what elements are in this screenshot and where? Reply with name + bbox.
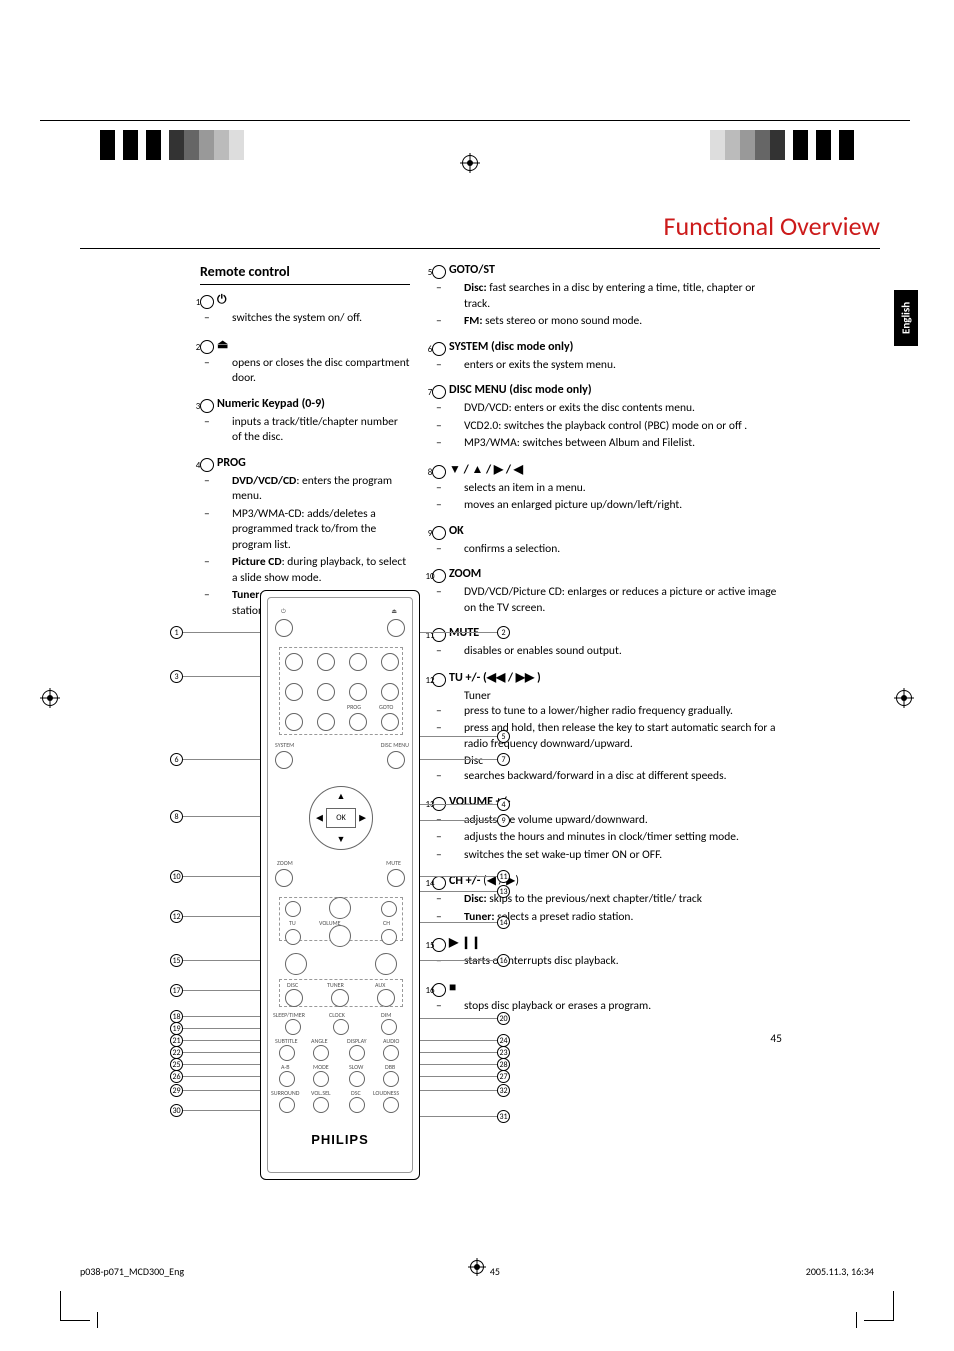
slow-button[interactable] (349, 1071, 365, 1087)
item-6-desc: –enters or exits the system menu. (432, 358, 782, 374)
item-8-head: 8▼ / ▲ / ▶ / ◀ (432, 462, 782, 479)
key-9[interactable] (285, 713, 303, 731)
item-3-desc: –inputs a track/title/chapter number of … (200, 415, 410, 446)
arrow-left-icon: ◀ (316, 813, 323, 824)
ch-minus-button[interactable] (381, 929, 397, 945)
item-4-desc-b: –MP3/WMA-CD: adds/deletes a programmed t… (200, 507, 410, 554)
section-heading-remote-control: Remote control (200, 263, 410, 285)
dbb-button[interactable] (383, 1071, 399, 1087)
volume-down-button[interactable] (329, 925, 351, 947)
brand-label: PHILIPS (261, 1132, 419, 1147)
key-2[interactable] (317, 653, 335, 671)
crop-mark-bl (60, 1291, 90, 1321)
mute-button[interactable] (387, 869, 405, 887)
stop-button[interactable] (375, 953, 397, 975)
item-4-head: 4PROG (200, 456, 410, 472)
footer-timestamp: 2005.11.3, 16:34 (806, 1265, 874, 1278)
item-2-desc: –opens or closes the disc compartment do… (200, 356, 410, 387)
item-8-desc-a: –selects an item in a menu. (432, 481, 782, 497)
crop-mark-br (864, 1291, 894, 1321)
item-5-head: 5GOTO/ST (432, 263, 782, 279)
a-b-button[interactable] (279, 1071, 295, 1087)
surround-button[interactable] (279, 1097, 295, 1113)
item-5-desc-a: –Disc: fast searches in a disc by enteri… (432, 281, 782, 312)
mode-button[interactable] (313, 1071, 329, 1087)
item-5-desc-b: –FM: sets stereo or mono sound mode. (432, 314, 782, 330)
key-3[interactable] (349, 653, 367, 671)
registration-target-bottom (470, 1260, 484, 1274)
item-9-desc: –confirms a selection. (432, 542, 782, 558)
clock-button[interactable] (333, 1019, 349, 1035)
eject-icon: ⏏ (391, 607, 397, 615)
prog-button[interactable] (349, 713, 367, 731)
audio-button[interactable] (383, 1045, 399, 1061)
key-7[interactable] (349, 683, 367, 701)
key-5[interactable] (285, 683, 303, 701)
arrow-right-icon: ▶ (359, 813, 366, 824)
tu-minus-button[interactable] (285, 929, 301, 945)
item-9-head: 9OK (432, 524, 782, 540)
item-7-desc-a: –DVD/VCD: enters or exits the disc conte… (432, 401, 782, 417)
volume-up-button[interactable] (329, 897, 351, 919)
arrow-up-icon: ▲ (337, 791, 346, 802)
key-1[interactable] (285, 653, 303, 671)
item-6-head: 6SYSTEM (disc mode only) (432, 340, 782, 356)
tuner-source-button[interactable] (331, 989, 349, 1007)
play-pause-button[interactable] (285, 953, 307, 975)
eject-button[interactable] (387, 619, 405, 637)
item-8-desc-b: –moves an enlarged picture up/down/left/… (432, 498, 782, 514)
loudness-button[interactable] (383, 1097, 399, 1113)
dpad-ok[interactable]: ▲ ▼ ◀ ▶ (309, 786, 373, 850)
item-2-head: 2⏏ (200, 337, 410, 354)
remote-diagram: 1 3 6 8 10 12 15 17 18 19 21 22 25 26 29… (170, 590, 510, 1190)
goto-st-button[interactable] (381, 713, 399, 731)
dsc-button[interactable] (349, 1097, 365, 1113)
registration-target-left (42, 690, 58, 706)
aux-source-button[interactable] (377, 989, 395, 1007)
footer-center: 45 (490, 1265, 500, 1278)
sleep-timer-button[interactable] (285, 1019, 301, 1035)
language-tab: English (894, 290, 918, 346)
item-1-head: 1⏻ (200, 293, 410, 309)
item-4-desc-c: –Picture CD: during playback, to select … (200, 555, 410, 586)
system-button[interactable] (275, 751, 293, 769)
item-7-desc-b: –VCD2.0: switches the playback control (… (432, 419, 782, 435)
disc-source-button[interactable] (285, 989, 303, 1007)
key-4[interactable] (381, 653, 399, 671)
item-1-desc: –switches the system on/ off. (200, 311, 410, 327)
registration-target-right (896, 690, 912, 706)
power-icon: ⏻ (281, 607, 286, 616)
item-7-head: 7DISC MENU (disc mode only) (432, 383, 782, 399)
ch-plus-button[interactable] (381, 901, 397, 917)
angle-button[interactable] (313, 1045, 329, 1061)
arrow-down-icon: ▼ (337, 834, 346, 845)
key-6[interactable] (317, 683, 335, 701)
tu-plus-button[interactable] (285, 901, 301, 917)
display-button[interactable] (349, 1045, 365, 1061)
remote-body: ⏻ ⏏ PROG GOTO SYSTEM DISC MENU ▲ ▼ ◀ ▶ Z… (260, 590, 420, 1180)
volsel-button[interactable] (313, 1097, 329, 1113)
key-8[interactable] (381, 683, 399, 701)
item-4-desc-a: –DVD/VCD/CD: enters the program menu. (200, 474, 410, 505)
item-10-head: 10ZOOM (432, 567, 782, 583)
key-0[interactable] (317, 713, 335, 731)
zoom-button[interactable] (275, 869, 293, 887)
subtitle-button[interactable] (279, 1045, 295, 1061)
item-3-head: 3Numeric Keypad (0-9) (200, 397, 410, 413)
item-7-desc-c: –MP3/WMA: switches between Album and Fil… (432, 436, 782, 452)
disc-menu-button[interactable] (387, 751, 405, 769)
footer-file: p038-p071_MCD300_Eng (80, 1265, 184, 1278)
power-button[interactable] (275, 619, 293, 637)
dim-button[interactable] (381, 1019, 397, 1035)
page-title: Functional Overview (80, 210, 880, 249)
